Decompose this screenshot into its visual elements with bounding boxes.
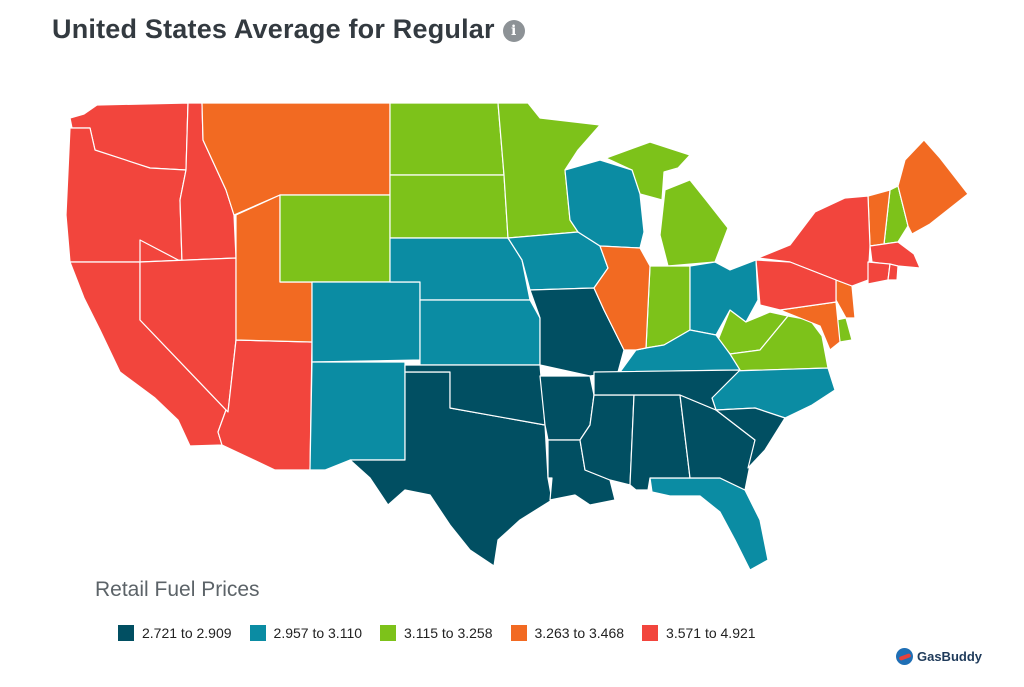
state-south-carolina[interactable]: South Carolina (715, 407, 786, 469)
state-connecticut[interactable]: Connecticut (867, 261, 891, 285)
legend-swatch (510, 625, 527, 641)
legend-label: 2.957 to 3.110 (273, 625, 363, 641)
state-alabama[interactable]: Alabama (629, 394, 691, 491)
state-tennessee[interactable]: Tennessee (593, 369, 741, 411)
legend-label: 3.115 to 3.258 (404, 625, 493, 641)
legend-label: 2.721 to 2.909 (142, 625, 232, 641)
legend-item[interactable]: 3.571 to 4.921 (642, 625, 756, 641)
legend-label: 3.571 to 4.921 (666, 625, 756, 641)
state-rhode-island[interactable]: Rhode Island (887, 263, 899, 281)
legend-item[interactable]: 2.957 to 3.110 (249, 625, 363, 641)
page-header: United States Average for Regular i (52, 14, 525, 45)
gasbuddy-logo[interactable]: GasBuddy (895, 648, 982, 665)
state-new-mexico[interactable]: New Mexico (309, 361, 406, 471)
legend: 2.721 to 2.909 2.957 to 3.110 3.115 to 3… (118, 625, 756, 641)
state-maine[interactable]: Maine (897, 139, 969, 235)
state-wisconsin[interactable]: Wisconsin (564, 159, 645, 249)
legend-swatch (380, 625, 397, 641)
state-colorado[interactable]: Colorado (311, 281, 421, 363)
legend-item[interactable]: 3.263 to 3.468 (510, 625, 625, 641)
gasbuddy-logo-icon (895, 648, 913, 665)
state-pennsylvania[interactable]: Pennsylvania (755, 259, 837, 311)
state-south-dakota[interactable]: South Dakota (389, 174, 509, 239)
legend-item[interactable]: 2.721 to 2.909 (118, 625, 232, 641)
info-icon[interactable]: i (502, 19, 525, 42)
state-kansas[interactable]: Kansas (419, 299, 541, 366)
legend-swatch (118, 625, 134, 641)
legend-label: 3.263 to 3.468 (534, 625, 625, 641)
legend-title: Retail Fuel Prices (95, 578, 260, 601)
brand-name: GasBuddy (916, 649, 982, 664)
legend-item[interactable]: 3.115 to 3.258 (380, 625, 493, 641)
legend-swatch (642, 625, 659, 641)
state-florida[interactable]: Florida (649, 477, 769, 571)
page-title: United States Average for Regular (52, 14, 495, 44)
state-wyoming[interactable]: Wyoming (279, 194, 391, 283)
state-north-dakota[interactable]: North Dakota (389, 102, 505, 176)
legend-swatch (249, 625, 266, 641)
state-illinois[interactable]: Illinois (593, 245, 651, 351)
